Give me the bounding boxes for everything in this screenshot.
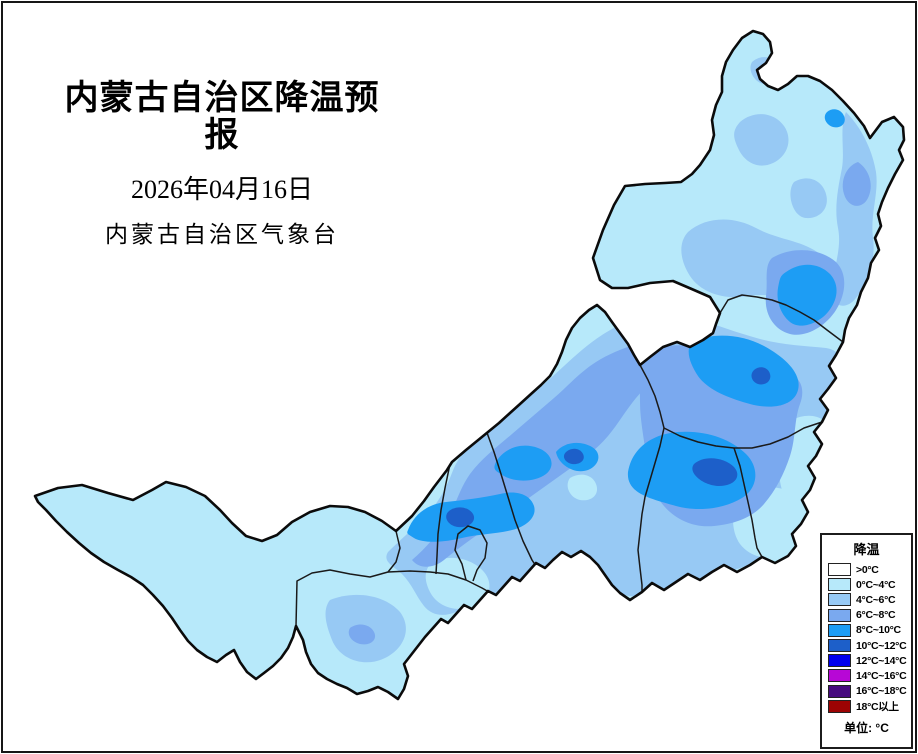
legend-row: 8°C~10°C [822,623,911,638]
legend-row-label: 12°C~14°C [856,654,907,667]
legend-color-swatch [828,608,851,622]
boundary-chifeng-tongliao [733,447,763,558]
pocket-0-4-hohhot [425,557,490,609]
legend-row-label: 8°C~10°C [856,624,901,637]
legend-color-swatch [828,669,851,683]
map-header: 内蒙古自治区降温预报 2026年04月16日 内蒙古自治区气象台 [48,79,396,249]
legend-color-swatch [828,563,851,577]
contour-10-12-hinggan-spot [751,367,771,385]
contour-10-12-baotou-spot [446,507,475,528]
legend-row: 16°C~18°C [822,684,911,699]
forecast-date: 2026年04月16日 [130,174,313,204]
legend-color-swatch [828,578,851,592]
contour-8-10-ulanqab-spot [494,445,552,481]
legend-row-label: >0°C [856,563,879,576]
boundary-xilingol-chifeng [637,427,665,592]
legend-box: 降温 >0°C 0°C~4°C 4°C~6°C 6°C~8°C 8°C~10°C… [820,533,913,749]
contour-4-6-hulunbuir-north-a [734,114,789,166]
legend-row: 12°C~14°C [822,653,911,668]
legend-row-label: 14°C~16°C [856,669,907,682]
province-outline [33,29,906,701]
boundary-xilingol-hinggan [639,364,665,429]
legend-row-label: 4°C~6°C [856,593,896,606]
contour-10-12-tongliao-spot [692,458,738,486]
pocket-0-4-xilingol [567,474,598,501]
contour-10-12-xilingol-spot [563,448,584,465]
boundary-hinggan-tongliao [663,421,823,449]
legend-row-label: 10°C~12°C [856,639,907,652]
page-title: 内蒙古自治区降温预报 [64,79,380,155]
legend-color-swatch [828,593,851,607]
boundary-bayannur-baotou [435,463,451,575]
legend-color-swatch [828,684,851,698]
boundary-alxa-east [295,530,401,627]
legend-row: 18°C以上 [822,699,911,714]
contour-8-10-ne-dot [824,109,845,128]
contour-4-6-hulunbuir-north-b [790,178,827,219]
legend-color-swatch [828,699,851,713]
legend-row-label: 0°C~4°C [856,578,896,591]
contour-8-10-hulunbuir-se-blob [777,264,837,326]
legend-row: 0°C~4°C [822,577,911,592]
legend-row: 4°C~6°C [822,592,911,607]
boundary-hulunbuir-hinggan [719,294,844,343]
legend-row-label: 6°C~8°C [856,609,896,622]
contour-6-8-ordos-spot [348,624,376,645]
legend-row: 14°C~16°C [822,668,911,683]
legend-row: 10°C~12°C [822,638,911,653]
legend-row: >0°C [822,562,911,577]
legend-row: 6°C~8°C [822,608,911,623]
legend-row-label: 18°C以上 [856,700,899,713]
legend-color-swatch [828,654,851,668]
legend-row-label: 16°C~18°C [856,685,907,698]
contour-8-10-hinggan-blob [688,335,799,407]
legend-color-swatch [828,623,851,637]
legend-title: 降温 [853,542,880,557]
cooling-contours [325,57,877,663]
boundary-hohhot-pocket [454,525,488,582]
legend-unit-label: 单位: °C [844,720,889,735]
contour-6-8-east-edge-spot [842,162,871,206]
contour-4-6-hulunbuir-east-edge [831,112,877,306]
legend-color-swatch [828,639,851,653]
legend-rows: >0°C 0°C~4°C 4°C~6°C 6°C~8°C 8°C~10°C 10… [822,562,911,714]
contour-8-10-tongliao-blob [627,431,756,510]
issuing-agency: 内蒙古自治区气象台 [105,221,339,247]
